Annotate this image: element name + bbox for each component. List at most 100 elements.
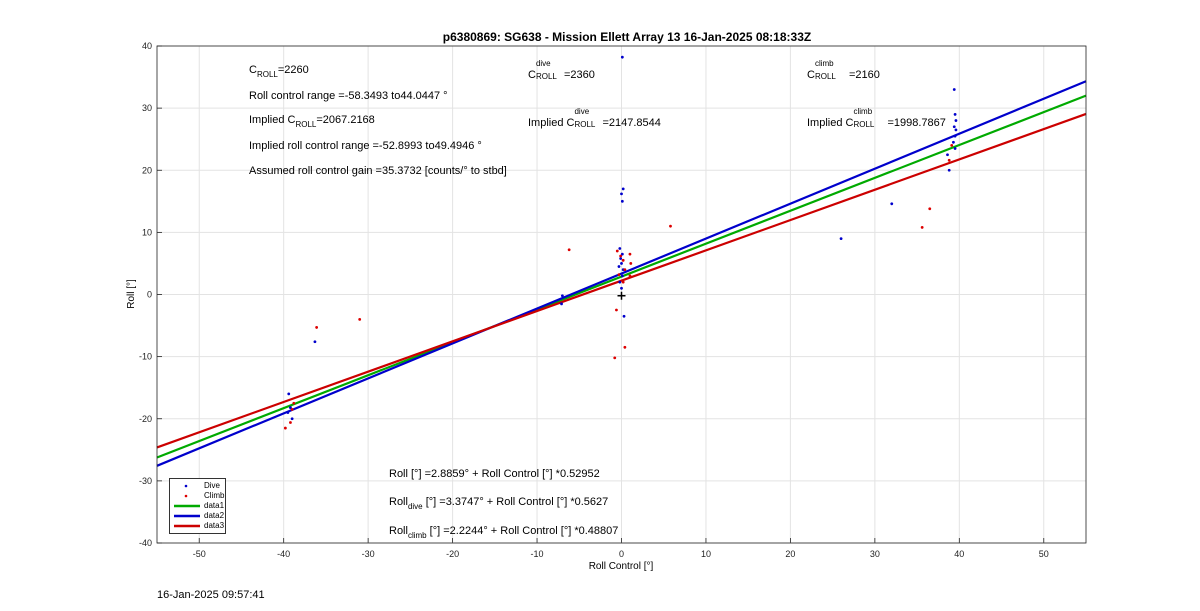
legend-item-dive: Dive xyxy=(170,481,225,491)
dive-point xyxy=(620,274,624,278)
c-roll-dive-subscript: ROLL xyxy=(535,72,557,81)
y-tick-label: 0 xyxy=(147,290,152,300)
dive-point xyxy=(953,112,957,116)
legend-label-dive: Dive xyxy=(204,481,221,490)
legend-label-data2: data2 xyxy=(204,511,225,520)
fit-equation-climb-subscript: climb xyxy=(407,531,427,540)
dive-point xyxy=(617,265,621,268)
implied-c-roll-climb-prefix: Implied C xyxy=(807,117,854,129)
data-points xyxy=(283,55,958,430)
fit-equation-dive: Rolldive [°] =3.3747° + Roll Control [°]… xyxy=(389,496,609,511)
implied-c-roll-climb-value: =1998.7867 xyxy=(887,117,946,129)
x-tick-label: -30 xyxy=(362,549,375,559)
x-tick-label: -40 xyxy=(277,549,290,559)
dive-point xyxy=(618,280,622,284)
climb-point xyxy=(613,356,617,360)
climb-point xyxy=(289,421,292,424)
c-roll-subscript: ROLL xyxy=(256,70,278,79)
fit-line-data3 xyxy=(156,112,1087,449)
climb-point xyxy=(920,226,924,229)
c-roll-climb-value: =2160 xyxy=(848,69,880,81)
climb-point xyxy=(947,158,951,162)
fit-equation-dive-subscript: dive xyxy=(407,502,423,511)
x-tick-label: 30 xyxy=(870,549,880,559)
dive-point xyxy=(953,147,957,150)
dive-point xyxy=(952,140,955,144)
implied-c-roll-dive-subscript: ROLL xyxy=(574,120,596,129)
x-tick-label: -10 xyxy=(531,549,544,559)
dive-point xyxy=(952,88,956,91)
dive-point xyxy=(954,119,958,122)
x-tick-label: 20 xyxy=(785,549,795,559)
implied-c-roll-climb-subscript: ROLL xyxy=(853,120,875,129)
c-roll-dive-base: C xyxy=(528,69,536,81)
x-tick-label: -20 xyxy=(446,549,459,559)
c-roll-dive-superscript: dive xyxy=(535,59,551,68)
x-tick-labels: -50 -40 -30 -20 -10 0 10 20 30 40 50 xyxy=(193,549,1049,559)
y-tick-label: 40 xyxy=(142,41,152,51)
dive-point xyxy=(952,125,956,129)
legend-item-climb: Climb xyxy=(170,491,225,501)
implied-c-roll-annotation: Implied CROLL=2067.2168 xyxy=(249,114,375,129)
fit-equation-dive-base: Roll xyxy=(389,496,408,508)
dive-point xyxy=(620,252,624,256)
dive-point xyxy=(622,314,626,318)
fit-equation-dive-rest: [°] =3.3747° + Roll Control [°] *0.5627 xyxy=(422,496,609,508)
legend-label-climb: Climb xyxy=(204,491,225,500)
dive-point xyxy=(313,340,317,344)
c-roll-annotation: CROLL=2260 xyxy=(249,64,309,79)
implied-c-roll-value: =2067.2168 xyxy=(316,114,375,126)
y-tick-label: -10 xyxy=(139,352,152,362)
fit-equation-climb-base: Roll xyxy=(389,525,408,537)
x-tick-label: -50 xyxy=(193,549,206,559)
dive-point xyxy=(954,128,958,132)
c-roll-dive-value: =2360 xyxy=(563,69,595,81)
y-tick-label: 10 xyxy=(142,227,152,237)
dive-point xyxy=(618,247,622,250)
print-timestamp: 16-Jan-2025 09:57:41 xyxy=(157,589,265,601)
implied-roll-control-range: Implied roll control range =-52.8993 to4… xyxy=(249,140,482,152)
plot-area-frame xyxy=(156,45,1087,544)
dive-point xyxy=(620,55,624,59)
climb-point xyxy=(619,254,623,258)
dive-point xyxy=(946,153,949,157)
dive-point xyxy=(621,187,625,191)
implied-c-roll-dive-value: =2147.8544 xyxy=(602,117,661,129)
dive-point xyxy=(620,199,624,203)
fit-equation-all: Roll [°] =2.8859° + Roll Control [°] *0.… xyxy=(389,468,600,480)
y-tick-label: 20 xyxy=(142,165,152,175)
legend-item-data2: data2 xyxy=(170,511,225,521)
legend-dive-marker xyxy=(184,484,188,488)
dive-point xyxy=(947,168,951,172)
x-tick-label: 50 xyxy=(1039,549,1049,559)
chart-title: p6380869: SG638 - Mission Ellett Array 1… xyxy=(443,30,811,44)
climb-point xyxy=(928,207,932,211)
y-tick-label: -40 xyxy=(139,538,152,548)
climb-point xyxy=(615,249,619,253)
roll-control-range: Roll control range =-58.3493 to44.0447 ° xyxy=(249,90,448,102)
y-tick-label: -30 xyxy=(139,476,152,486)
dive-point xyxy=(289,406,292,409)
dive-point xyxy=(620,262,623,265)
climb-point xyxy=(621,258,625,262)
climb-point xyxy=(628,252,632,256)
dive-point xyxy=(560,294,564,298)
y-tick-label: -20 xyxy=(139,414,152,424)
dive-point xyxy=(620,286,623,290)
climb-point xyxy=(283,426,287,430)
dive-point xyxy=(290,417,294,421)
climb-point xyxy=(615,308,618,312)
climb-point xyxy=(290,408,294,411)
c-roll-climb-subscript: ROLL xyxy=(814,72,836,81)
climb-point xyxy=(669,224,672,228)
c-roll-base: C xyxy=(249,64,257,76)
x-tick-label: 40 xyxy=(954,549,964,559)
climb-point xyxy=(358,317,362,321)
climb-point xyxy=(621,280,625,284)
dive-point xyxy=(287,392,291,396)
legend-item-data1: data1 xyxy=(170,501,225,511)
